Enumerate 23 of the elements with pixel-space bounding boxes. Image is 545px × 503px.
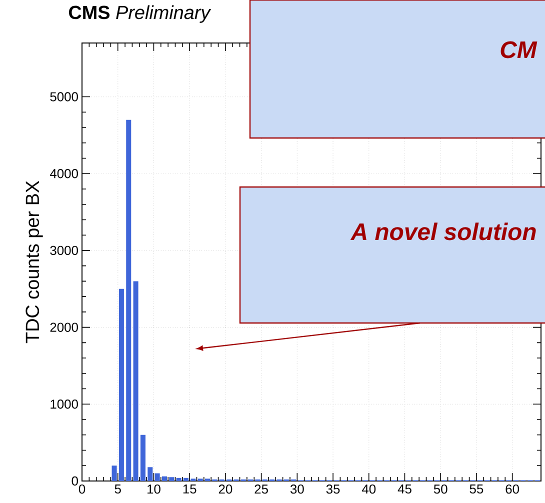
x-tick-label: 25 (254, 484, 268, 494)
y-tick-label: 5000 (50, 92, 78, 102)
chart-title: CMS Preliminary (68, 5, 212, 23)
x-tick-label: 0 (78, 484, 86, 494)
y-tick-label: 2000 (50, 322, 78, 332)
x-tick-label: 20 (218, 484, 232, 494)
x-tick-label: 30 (290, 484, 304, 494)
x-tick-label: 15 (183, 484, 196, 494)
x-tick-label: 35 (326, 484, 340, 494)
x-tick-label: 45 (398, 484, 412, 494)
y-tick-label: 3000 (50, 246, 78, 256)
x-tick-label: 5 (114, 484, 121, 494)
x-tick-label: 10 (148, 484, 160, 494)
x-tick-label: 60 (506, 484, 520, 494)
x-tick-label: 50 (434, 484, 448, 494)
y-tick-label: 1000 (50, 400, 78, 409)
y-tick-label: 4000 (50, 169, 78, 178)
y-tick-label: 0 (72, 476, 78, 486)
annotation: CM (500, 41, 538, 58)
y-axis-title: TDC counts per BX (26, 180, 43, 344)
annotation: A novel solution (350, 222, 536, 240)
x-tick-label: 55 (470, 484, 484, 494)
x-tick-label: 40 (362, 484, 376, 494)
